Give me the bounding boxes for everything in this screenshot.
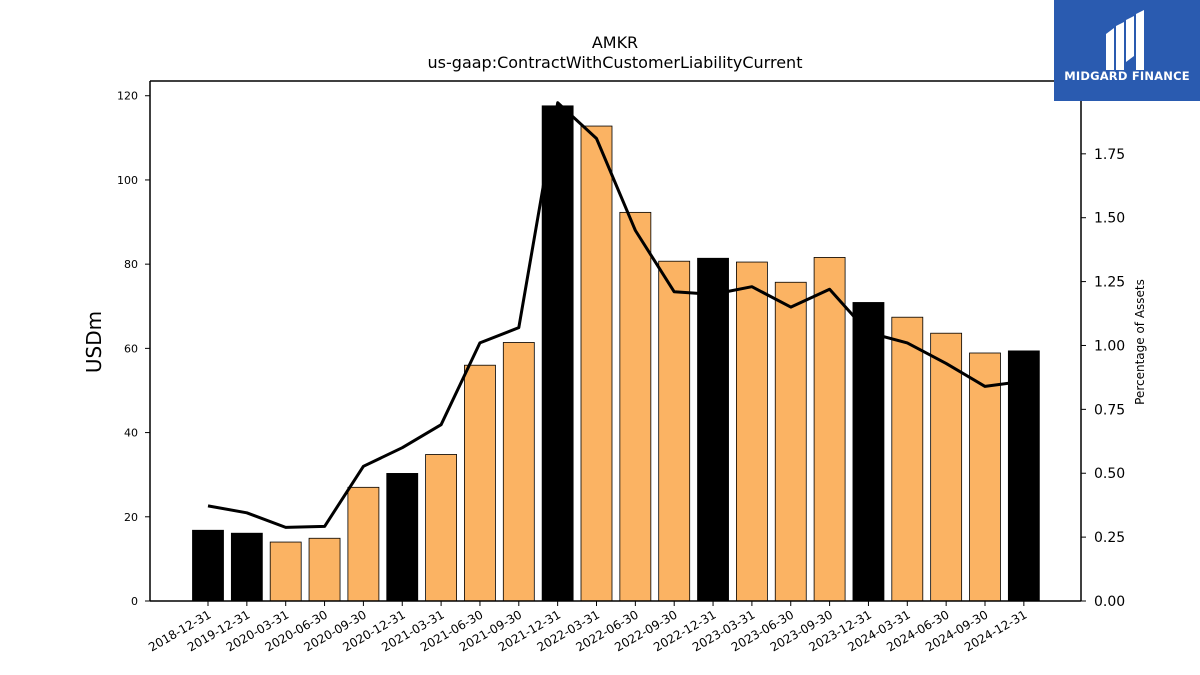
axes	[149, 80, 1082, 602]
bar	[891, 316, 924, 602]
bar	[619, 211, 652, 602]
chart-subtitle: us-gaap:ContractWithCustomerLiabilityCur…	[428, 53, 803, 72]
bar	[464, 364, 496, 602]
brand-logo: MIDGARD FINANCE	[1054, 0, 1200, 101]
bar	[269, 541, 302, 602]
bar	[230, 532, 263, 602]
y-axis-ticks: 0 20 40 60 80 100 120	[117, 90, 150, 608]
x-axis-ticks: 2018-12-312019-12-312020-03-312020-06-30…	[146, 601, 1029, 654]
bar	[386, 473, 419, 602]
percentage-line	[207, 101, 1025, 529]
bar	[736, 261, 768, 602]
y2-tick-label: 1.50	[1094, 211, 1125, 227]
y-tick-label: 60	[124, 342, 138, 355]
y2-tick-label: 0.00	[1094, 594, 1125, 610]
y2-axis-label: Percentage of Assets	[1133, 279, 1147, 405]
line-group	[207, 101, 1025, 529]
y-tick-label: 100	[117, 174, 138, 187]
chart-title: AMKR	[592, 33, 638, 52]
logo-text: MIDGARD FINANCE	[1064, 69, 1190, 83]
bar	[852, 302, 885, 602]
bar	[774, 281, 807, 602]
y-tick-label: 20	[124, 511, 138, 524]
bar	[541, 105, 574, 602]
bar	[1007, 350, 1040, 602]
y2-tick-label: 0.50	[1094, 466, 1125, 482]
bar	[969, 352, 1001, 602]
y-tick-label: 0	[131, 595, 138, 608]
y-tick-label: 40	[124, 427, 138, 440]
bar	[930, 332, 963, 602]
bar	[192, 529, 224, 602]
bar	[347, 486, 380, 602]
bar	[308, 537, 341, 602]
bar-group	[192, 105, 1040, 602]
bar	[697, 257, 729, 602]
y2-tick-label: 0.25	[1094, 530, 1125, 546]
bar	[502, 342, 535, 602]
bar	[658, 260, 691, 602]
y-tick-label: 120	[117, 90, 138, 103]
bar	[425, 454, 458, 602]
logo-mark-icon	[1106, 10, 1144, 70]
y-tick-label: 80	[124, 258, 138, 271]
y-axis-label: USDm	[82, 311, 106, 373]
y2-tick-label: 0.75	[1094, 402, 1125, 418]
y2-tick-label: 1.00	[1094, 338, 1125, 354]
y2-tick-label: 1.25	[1094, 275, 1125, 291]
bar	[580, 125, 613, 602]
y2-tick-label: 1.75	[1094, 147, 1125, 163]
y2-axis-ticks: 0.00 0.25 0.50 0.75 1.00 1.25 1.50 1.75	[1081, 147, 1125, 610]
bar	[813, 257, 846, 602]
